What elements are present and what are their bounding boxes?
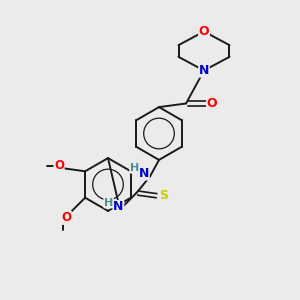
Text: O: O	[199, 25, 209, 38]
Text: H: H	[130, 163, 139, 173]
Text: O: O	[54, 159, 64, 172]
Text: H: H	[104, 198, 113, 208]
Text: O: O	[61, 211, 71, 224]
Text: S: S	[160, 189, 169, 203]
Text: N: N	[113, 200, 124, 214]
Text: O: O	[207, 97, 218, 110]
Text: N: N	[199, 64, 209, 77]
Text: N: N	[139, 167, 149, 180]
